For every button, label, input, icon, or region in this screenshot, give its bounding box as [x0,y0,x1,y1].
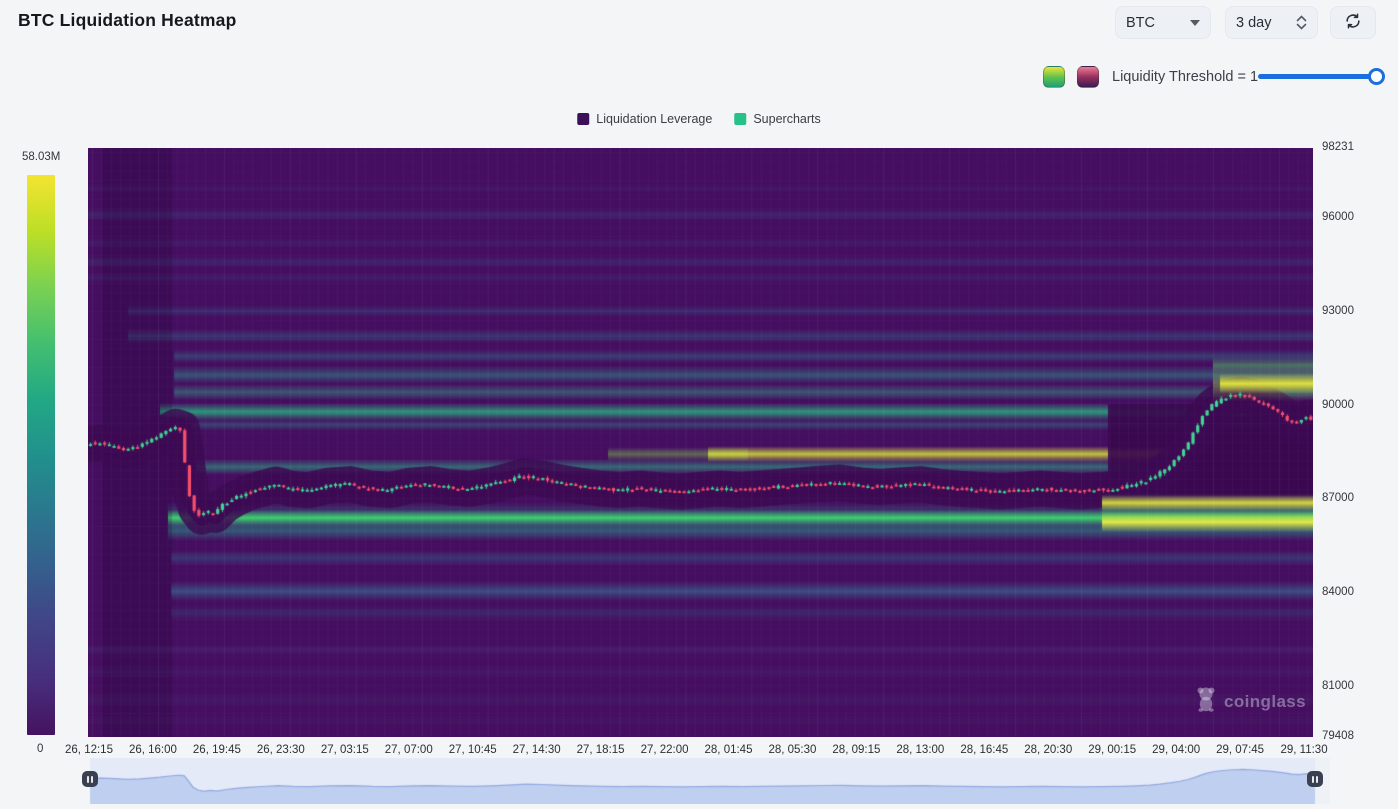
price-tick-label: 90000 [1322,398,1354,411]
navigator-left-handle[interactable] [82,771,98,787]
price-tick-label: 98231 [1322,141,1354,153]
heatmap-canvas[interactable] [88,148,1313,737]
colormap-swatch-pink-purple[interactable] [1077,66,1099,88]
time-tick-label: 26, 16:00 [128,744,177,756]
time-tick-label: 29, 04:00 [1152,744,1201,756]
liquidity-threshold-slider[interactable] [1258,74,1378,79]
symbol-select-value: BTC [1126,14,1155,31]
price-tick-label: 87000 [1322,492,1354,505]
colorbar [27,175,55,735]
price-tick-label: 84000 [1322,586,1354,599]
page-title: BTC Liquidation Heatmap [18,10,237,30]
colorbar-max-label: 58.03M [22,151,61,163]
time-tick-label: 26, 12:15 [65,744,113,756]
chart-legend: Liquidation Leverage Supercharts [577,112,821,126]
colormap-swatch-green-yellow[interactable] [1043,66,1065,88]
symbol-select[interactable]: BTC [1115,6,1211,39]
colorbar-min-label: 0 [37,743,44,755]
time-tick-label: 26, 19:45 [192,744,241,756]
time-tick-label: 29, 00:15 [1088,744,1137,756]
time-tick-label: 27, 14:30 [512,744,561,756]
time-tick-label: 28, 01:45 [704,744,753,756]
refresh-icon [1344,12,1362,34]
caret-down-icon [1190,19,1200,26]
legend-label: Liquidation Leverage [596,112,713,126]
time-tick-label: 27, 10:45 [448,744,497,756]
time-tick-label: 28, 13:00 [896,744,945,756]
timeframe-select[interactable]: 3 day [1225,6,1318,39]
legend-swatch [734,113,747,125]
time-tick-label: 27, 18:15 [576,744,625,756]
time-tick-label: 28, 05:30 [768,744,817,756]
time-tick-label: 28, 20:30 [1024,744,1073,756]
liquidity-threshold-label: Liquidity Threshold = 1 [1112,69,1259,85]
chevron-updown-icon [1296,15,1307,30]
navigator-right-handle[interactable] [1307,771,1323,787]
price-tick-label: 81000 [1322,680,1354,693]
time-tick-label: 28, 16:45 [960,744,1009,756]
price-tick-label: 93000 [1322,304,1354,317]
legend-item-0[interactable]: Liquidation Leverage [577,112,712,126]
price-tick-label: 79408 [1322,730,1354,742]
time-tick-label: 27, 03:15 [320,744,369,756]
time-tick-label: 29, 11:30 [1280,744,1328,756]
legend-label: Supercharts [753,112,821,126]
time-tick-label: 27, 07:00 [384,744,433,756]
time-tick-label: 26, 23:30 [256,744,305,756]
time-tick-label: 27, 22:00 [640,744,689,756]
navigator-canvas[interactable] [78,758,1330,804]
time-tick-label: 28, 09:15 [832,744,881,756]
refresh-button[interactable] [1330,6,1376,39]
timeframe-select-value: 3 day [1236,14,1272,31]
legend-item-1[interactable]: Supercharts [734,112,821,126]
liquidity-threshold-slider-handle[interactable] [1368,68,1385,85]
price-tick-label: 96000 [1322,210,1354,223]
legend-swatch [577,113,590,125]
time-tick-label: 29, 07:45 [1216,744,1265,756]
